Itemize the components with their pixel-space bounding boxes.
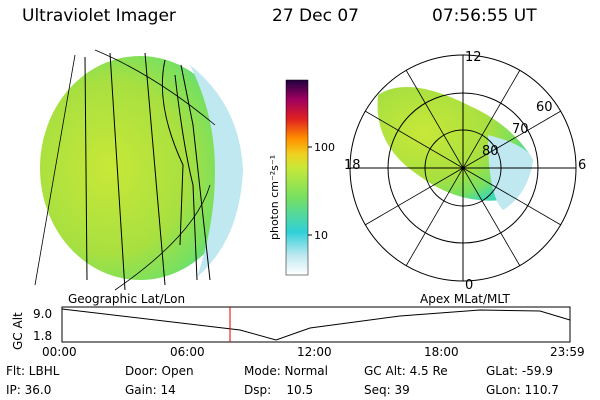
glat-info: GLat: -59.9 (486, 364, 553, 378)
instrument-title: Ultraviolet Imager (22, 6, 176, 26)
colorbar-unit-label: photon cm⁻²s⁻¹ (268, 155, 281, 240)
left-panel-label: Geographic Lat/Lon (68, 292, 186, 306)
mlat-label-80: 80 (482, 144, 499, 159)
mode-info: Mode: Normal (244, 364, 328, 378)
time-tick-2359: 23:59 (550, 345, 585, 359)
colorbar-tick-100: 100 (314, 141, 335, 154)
ip-info: IP: 36.0 (6, 383, 52, 397)
time-tick-0000: 00:00 (42, 345, 77, 359)
time-tick-1800: 18:00 (424, 345, 459, 359)
mlt-label-0: 0 (465, 278, 473, 293)
door-info: Door: Open (125, 364, 194, 378)
glon-info: GLon: 110.7 (486, 383, 559, 397)
altitude-tick-high: 9.0 (33, 307, 52, 321)
mlt-label-12: 12 (465, 50, 482, 65)
image-time: 07:56:55 UT (432, 6, 537, 26)
right-panel-label: Apex MLat/MLT (420, 292, 510, 306)
altitude-axis-label: GC Alt (11, 312, 25, 350)
mlt-label-6: 6 (578, 158, 586, 173)
mlat-label-60: 60 (536, 100, 553, 115)
geographic-globe-image (34, 49, 243, 291)
dsp-info: Dsp: 10.5 (244, 383, 314, 397)
time-tick-1200: 12:00 (297, 345, 332, 359)
color-scale-bar: 100 10 photon cm⁻²s⁻¹ (268, 79, 335, 276)
image-date: 27 Dec 07 (272, 6, 359, 26)
colorbar-tick-10: 10 (314, 229, 328, 242)
gain-info: Gain: 14 (125, 383, 176, 397)
time-tick-0600: 06:00 (170, 345, 205, 359)
filter-info: Flt: LBHL (6, 364, 60, 378)
mlt-label-18: 18 (344, 158, 361, 173)
polar-mlat-mlt-plot: 12 0 18 6 60 70 80 (344, 50, 586, 293)
mlat-label-70: 70 (512, 122, 529, 137)
altitude-tick-low: 1.8 (33, 329, 52, 343)
altitude-timeline-plot: GC Alt 9.0 1.8 (11, 306, 571, 350)
gc-alt-info: GC Alt: 4.5 Re (364, 364, 448, 378)
sequence-info: Seq: 39 (364, 383, 410, 397)
